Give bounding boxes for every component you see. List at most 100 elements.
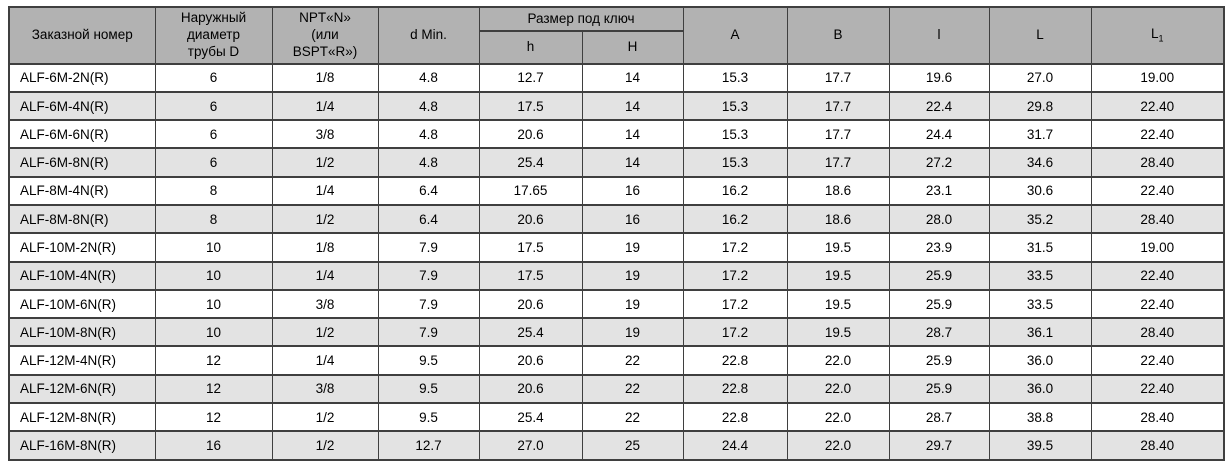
value-cell: 22 (581, 345, 684, 376)
value-cell: 22.0 (786, 430, 890, 461)
value-cell: 19 (581, 317, 684, 348)
value-cell: 25.9 (888, 288, 990, 320)
value-cell: 33.5 (988, 260, 1092, 291)
value-cell: 36.1 (988, 317, 1092, 348)
value-cell: 1/4 (271, 260, 379, 291)
value-cell: 36.0 (988, 373, 1092, 405)
value-cell: 19.5 (786, 317, 890, 348)
value-cell: 1/2 (271, 204, 379, 235)
value-cell: 16.2 (682, 175, 788, 207)
value-cell: 35.2 (988, 204, 1092, 235)
value-cell: 9.5 (377, 373, 480, 405)
value-cell: 25.9 (888, 345, 990, 376)
value-cell: 22.0 (786, 345, 890, 376)
value-cell: 18.6 (786, 204, 890, 235)
value-cell: 7.9 (377, 288, 480, 320)
value-cell: 4.8 (377, 62, 480, 93)
value-cell: 1/2 (271, 430, 379, 461)
table-row: ALF-6M-4N(R) 6 1/4 4.8 17.5 14 15.3 17.7 22.4 29.… (8, 90, 1225, 122)
value-cell: 6.4 (377, 204, 480, 235)
value-cell: 14 (581, 147, 684, 178)
table-header: Заказной номер Наружный диаметр трубы D … (8, 6, 1225, 65)
value-cell: 25 (581, 430, 684, 461)
value-cell: 17.2 (682, 288, 788, 320)
value-cell: 1/8 (271, 232, 379, 263)
order-number-cell: ALF-10M-6N(R) (8, 288, 156, 320)
value-cell: 1/2 (271, 401, 379, 433)
value-cell: 17.2 (682, 232, 788, 263)
order-number-cell: ALF-10M-8N(R) (8, 317, 156, 348)
value-cell: 6 (154, 90, 273, 122)
value-cell: 30.6 (988, 175, 1092, 207)
value-cell: 17.5 (478, 232, 583, 263)
value-cell: 17.2 (682, 317, 788, 348)
table-row: ALF-6M-8N(R) 6 1/2 4.8 25.4 14 15.3 17.7 27.2 34.… (8, 147, 1225, 178)
value-cell: 22.40 (1090, 373, 1225, 405)
value-cell: 17.65 (478, 175, 583, 207)
value-cell: 10 (154, 288, 273, 320)
value-cell: 3/8 (271, 373, 379, 405)
value-cell: 10 (154, 317, 273, 348)
order-number-cell: ALF-6M-6N(R) (8, 119, 156, 150)
value-cell: 8 (154, 175, 273, 207)
value-cell: 12.7 (377, 430, 480, 461)
value-cell: 12 (154, 373, 273, 405)
value-cell: 29.8 (988, 90, 1092, 122)
value-cell: 23.9 (888, 232, 990, 263)
value-cell: 31.5 (988, 232, 1092, 263)
value-cell: 1/2 (271, 317, 379, 348)
value-cell: 4.8 (377, 147, 480, 178)
value-cell: 19 (581, 260, 684, 291)
value-cell: 28.0 (888, 204, 990, 235)
table-row: ALF-10M-6N(R) 10 3/8 7.9 20.6 19 17.2 19.5 25.9 3… (8, 288, 1225, 320)
value-cell: 12.7 (478, 62, 583, 93)
value-cell: 6 (154, 147, 273, 178)
value-cell: 15.3 (682, 90, 788, 122)
value-cell: 22.40 (1090, 260, 1225, 291)
value-cell: 24.4 (682, 430, 788, 461)
fitting-dimensions-table: Заказной номер Наружный диаметр трубы D … (8, 6, 1226, 461)
value-cell: 3/8 (271, 119, 379, 150)
column-group-wrench-size: Размер под ключ (478, 6, 684, 32)
value-cell: 4.8 (377, 119, 480, 150)
value-cell: 16 (154, 430, 273, 461)
table-row: ALF-6M-6N(R) 6 3/8 4.8 20.6 14 15.3 17.7 24.4 31.… (8, 119, 1225, 150)
column-header-l-big: L (988, 6, 1092, 65)
value-cell: 15.3 (682, 147, 788, 178)
value-cell: 19.5 (786, 260, 890, 291)
value-cell: 1/8 (271, 62, 379, 93)
value-cell: 22.0 (786, 373, 890, 405)
value-cell: 17.5 (478, 90, 583, 122)
value-cell: 6.4 (377, 175, 480, 207)
value-cell: 10 (154, 232, 273, 263)
column-header-d-min: d Min. (377, 6, 480, 65)
value-cell: 16 (581, 175, 684, 207)
value-cell: 17.7 (786, 62, 890, 93)
value-cell: 17.5 (478, 260, 583, 291)
order-number-cell: ALF-12M-8N(R) (8, 401, 156, 433)
value-cell: 33.5 (988, 288, 1092, 320)
value-cell: 25.4 (478, 317, 583, 348)
order-number-cell: ALF-12M-4N(R) (8, 345, 156, 376)
value-cell: 17.7 (786, 90, 890, 122)
spec-table-container: Заказной номер Наружный диаметр трубы D … (8, 6, 1226, 461)
value-cell: 22.8 (682, 345, 788, 376)
value-cell: 14 (581, 119, 684, 150)
value-cell: 34.6 (988, 147, 1092, 178)
value-cell: 6 (154, 62, 273, 93)
value-cell: 25.4 (478, 401, 583, 433)
value-cell: 15.3 (682, 119, 788, 150)
value-cell: 14 (581, 62, 684, 93)
column-header-l-small: l (888, 6, 990, 65)
table-row: ALF-6M-2N(R) 6 1/8 4.8 12.7 14 15.3 17.7 19.6 27.… (8, 62, 1225, 93)
value-cell: 25.4 (478, 147, 583, 178)
value-cell: 18.6 (786, 175, 890, 207)
table-row: ALF-12M-6N(R) 12 3/8 9.5 20.6 22 22.8 22.0 25.9 3… (8, 373, 1225, 405)
column-header-outer-diameter: Наружный диаметр трубы D (154, 6, 273, 65)
value-cell: 22.0 (786, 401, 890, 433)
table-row: ALF-10M-2N(R) 10 1/8 7.9 17.5 19 17.2 19.5 23.9 3… (8, 232, 1225, 263)
value-cell: 20.6 (478, 345, 583, 376)
value-cell: 16.2 (682, 204, 788, 235)
column-header-l1: L1 (1090, 6, 1225, 65)
value-cell: 27.0 (478, 430, 583, 461)
